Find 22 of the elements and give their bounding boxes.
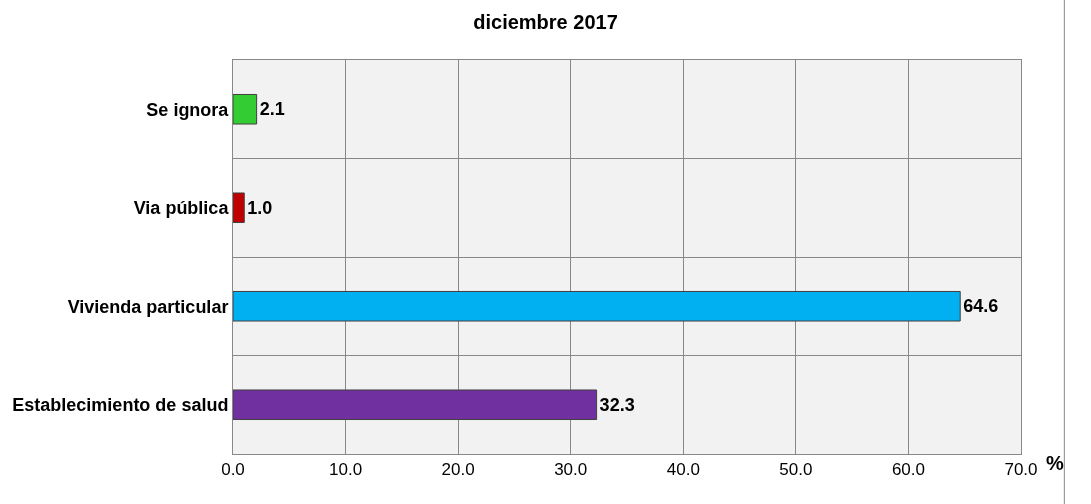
x-axis-title: % (1046, 452, 1064, 474)
bar (233, 192, 245, 224)
bar (233, 389, 598, 421)
data-label: 32.3 (599, 394, 635, 415)
x-tick-label: 10.0 (329, 460, 363, 480)
chart-title: diciembre 2017 (473, 11, 618, 34)
y-tick-label: Se ignora (146, 99, 230, 120)
data-label: 1.0 (247, 197, 273, 218)
y-tick-label: Via pública (133, 198, 230, 219)
x-tick-label: 50.0 (779, 460, 813, 480)
data-label: 64.6 (963, 296, 999, 317)
x-tick-label: 60.0 (891, 460, 925, 480)
bar (233, 93, 258, 125)
data-label: 2.1 (259, 99, 285, 120)
x-tick-label: 30.0 (554, 460, 588, 480)
y-tick-label: Establecimiento de salud (12, 395, 229, 416)
x-tick-label: 40.0 (666, 460, 700, 480)
y-tick-label: Vivienda particular (67, 296, 229, 317)
x-tick-label: 0.0 (221, 460, 245, 480)
x-tick-label: 20.0 (441, 460, 475, 480)
bar (233, 290, 961, 322)
x-tick-label: 70.0 (1004, 460, 1038, 480)
